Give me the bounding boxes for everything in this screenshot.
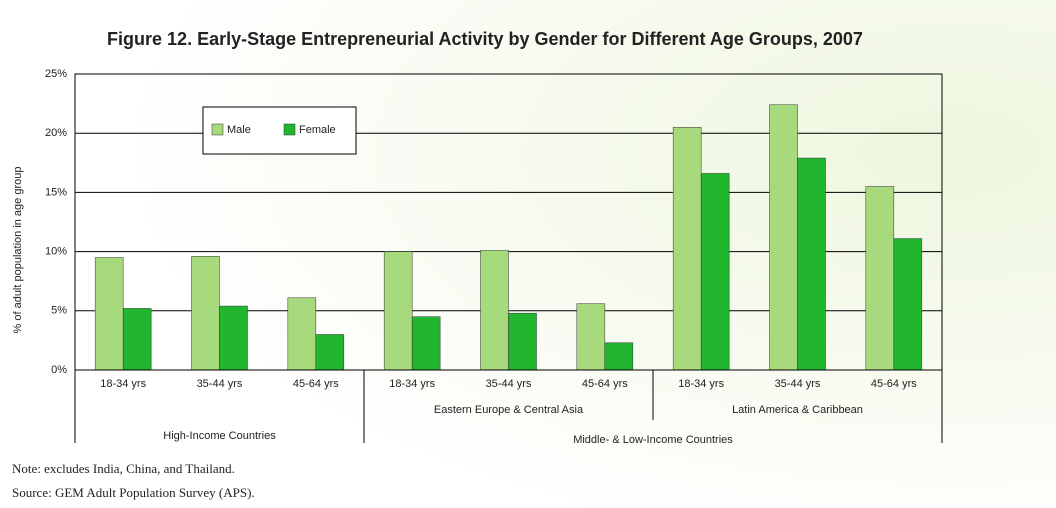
legend-box: [202, 106, 357, 155]
group-label: Eastern Europe & Central Asia: [434, 404, 584, 416]
x-tick-label: 18-34 yrs: [389, 378, 435, 390]
x-tick-label: 35-44 yrs: [775, 378, 821, 390]
bar: [122, 308, 152, 371]
bar: [576, 303, 606, 371]
note: Note: excludes India, China, and Thailan…: [12, 461, 235, 476]
bar: [797, 157, 826, 371]
bar: [893, 238, 923, 371]
bar: [769, 104, 798, 371]
x-tick-label: 35-44 yrs: [197, 378, 243, 390]
bar: [219, 305, 248, 371]
x-tick-label: 45-64 yrs: [293, 378, 339, 390]
x-tick-label: 18-34 yrs: [100, 378, 146, 390]
bar: [508, 312, 537, 371]
legend-swatch: [211, 123, 224, 136]
bar: [383, 251, 413, 371]
bar: [604, 342, 634, 371]
legend-label: Female: [299, 124, 336, 136]
plot-frame: [74, 73, 943, 371]
bar: [287, 297, 317, 371]
y-tick-label: 5%: [51, 305, 67, 317]
bar: [480, 250, 509, 371]
y-tick-label: 15%: [45, 186, 67, 198]
legend-label: Male: [227, 124, 251, 136]
bar: [865, 186, 895, 371]
y-tick-label: 0%: [51, 364, 67, 376]
group-label: High-Income Countries: [163, 430, 276, 442]
bar: [672, 127, 702, 371]
bar: [700, 173, 730, 371]
group-label: Latin America & Caribbean: [732, 404, 863, 416]
chart-title: Figure 12. Early-Stage Entrepreneurial A…: [107, 29, 863, 49]
y-tick-label: 25%: [45, 68, 67, 80]
x-tick-label: 45-64 yrs: [582, 378, 628, 390]
bar: [315, 334, 345, 371]
source: Source: GEM Adult Population Survey (APS…: [12, 485, 255, 500]
y-tick-label: 20%: [45, 127, 67, 139]
legend-swatch: [283, 123, 296, 136]
y-tick-label: 10%: [45, 246, 67, 258]
x-tick-label: 35-44 yrs: [486, 378, 532, 390]
bar: [191, 256, 220, 371]
bar: [411, 316, 441, 371]
y-axis-label: % of adult population in age group: [12, 167, 24, 334]
group-label: Middle- & Low-Income Countries: [573, 434, 733, 446]
bar: [94, 257, 124, 371]
x-tick-label: 18-34 yrs: [678, 378, 724, 390]
x-tick-label: 45-64 yrs: [871, 378, 917, 390]
